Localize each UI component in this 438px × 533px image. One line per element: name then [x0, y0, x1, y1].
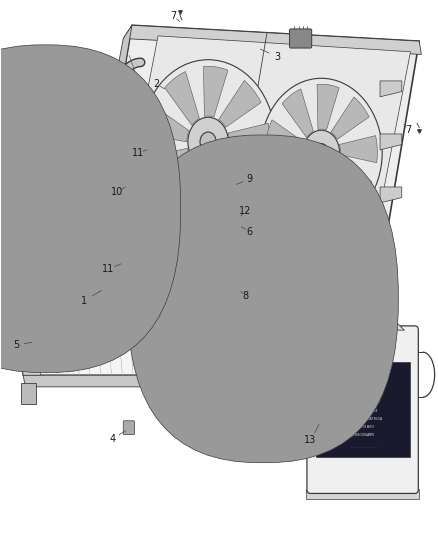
Circle shape [350, 360, 375, 390]
Polygon shape [219, 80, 261, 127]
Bar [271, 383, 286, 405]
Bar [339, 304, 369, 316]
Text: 4: 4 [110, 434, 116, 444]
Polygon shape [228, 123, 270, 153]
FancyBboxPatch shape [290, 29, 312, 48]
Polygon shape [86, 25, 132, 237]
Polygon shape [232, 206, 276, 375]
Text: 5: 5 [14, 340, 20, 350]
Circle shape [212, 228, 226, 244]
Bar [0, 238, 9, 257]
Polygon shape [23, 375, 280, 387]
Bar [21, 383, 36, 405]
Polygon shape [210, 164, 234, 217]
Bar [0, 306, 14, 325]
Text: OAT OEC AND RADIANT SILICA: OAT OEC AND RADIANT SILICA [344, 417, 381, 421]
Circle shape [125, 141, 139, 158]
Text: 6: 6 [247, 227, 253, 237]
Circle shape [260, 78, 382, 227]
Text: DO NOT MIX WITH: DO NOT MIX WITH [351, 425, 374, 429]
Text: 7: 7 [170, 11, 177, 21]
Bar [333, 290, 375, 304]
Text: 11: 11 [102, 264, 114, 274]
Circle shape [188, 117, 228, 166]
Polygon shape [10, 206, 276, 375]
Polygon shape [147, 148, 192, 184]
Circle shape [200, 132, 216, 152]
Text: 7: 7 [405, 125, 411, 135]
FancyBboxPatch shape [307, 326, 418, 494]
Text: MOPAR: MOPAR [354, 383, 371, 389]
Circle shape [10, 216, 23, 232]
Polygon shape [339, 135, 377, 163]
Polygon shape [321, 316, 404, 330]
Text: 3: 3 [275, 52, 281, 62]
Polygon shape [265, 120, 304, 152]
FancyBboxPatch shape [3, 337, 17, 352]
Text: 9: 9 [247, 174, 253, 184]
Text: 10: 10 [111, 187, 123, 197]
Polygon shape [123, 25, 421, 54]
Polygon shape [331, 97, 369, 139]
Polygon shape [170, 163, 205, 215]
Bar [316, 362, 410, 457]
Polygon shape [282, 89, 313, 138]
FancyBboxPatch shape [0, 45, 181, 373]
Polygon shape [203, 66, 228, 117]
Polygon shape [380, 81, 402, 97]
Text: 5 YEAR / 150,000 MILE: 5 YEAR / 150,000 MILE [347, 409, 378, 413]
Polygon shape [223, 151, 264, 199]
Polygon shape [266, 158, 307, 191]
Text: 11: 11 [132, 148, 145, 158]
Text: 13: 13 [304, 435, 317, 446]
Polygon shape [380, 134, 402, 150]
Circle shape [314, 143, 328, 161]
FancyBboxPatch shape [127, 135, 398, 463]
Text: ANTIFREEZE / COOLANT: ANTIFREEZE / COOLANT [345, 400, 380, 403]
Circle shape [141, 60, 276, 224]
Polygon shape [10, 206, 41, 375]
Text: M: M [359, 369, 367, 377]
FancyBboxPatch shape [265, 224, 279, 238]
Circle shape [256, 217, 268, 232]
Polygon shape [380, 187, 402, 203]
Polygon shape [335, 160, 372, 204]
FancyBboxPatch shape [0, 224, 10, 238]
Text: OTHER COOLANTS: OTHER COOLANTS [351, 433, 374, 437]
Polygon shape [323, 173, 344, 221]
FancyBboxPatch shape [123, 421, 134, 434]
Circle shape [303, 130, 339, 175]
Polygon shape [6, 194, 265, 206]
Polygon shape [146, 106, 189, 142]
Polygon shape [317, 84, 339, 130]
Polygon shape [286, 172, 318, 218]
Polygon shape [165, 71, 199, 125]
Text: 2: 2 [153, 78, 159, 88]
Text: 1: 1 [81, 296, 87, 306]
Polygon shape [123, 36, 410, 231]
Text: ________________________________: ________________________________ [349, 447, 377, 448]
Text: 8: 8 [242, 290, 248, 301]
Text: 12: 12 [239, 206, 251, 216]
Bar [306, 489, 419, 499]
Polygon shape [97, 25, 419, 248]
